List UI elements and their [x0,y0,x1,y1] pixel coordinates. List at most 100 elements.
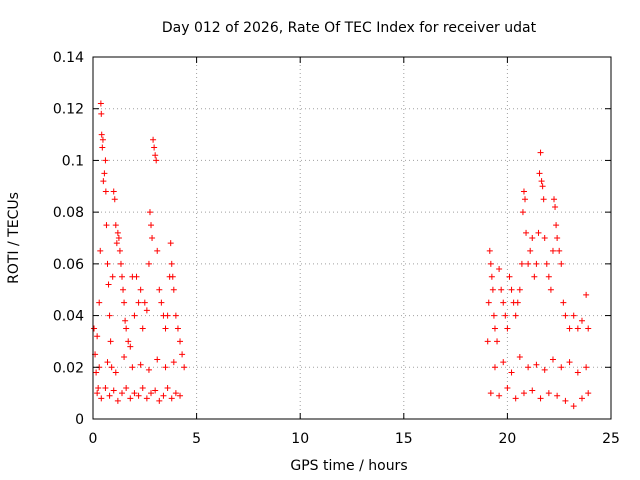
x-tick-label: 5 [192,431,201,447]
y-tick-label: 0.1 [62,153,84,169]
data-point [95,384,102,391]
data-point [539,183,546,190]
data-point [558,260,565,267]
data-point [104,260,111,267]
data-point [562,397,569,404]
data-point [99,136,106,143]
data-point [500,299,507,306]
data-point [540,196,547,203]
data-point [523,229,530,236]
data-point [113,240,120,247]
data-point [525,260,532,267]
data-point [131,312,138,319]
data-point [109,273,116,280]
data-point [137,286,144,293]
data-point [181,364,188,371]
data-point [100,178,107,185]
data-point [106,392,113,399]
data-point [135,392,142,399]
data-point [519,209,526,216]
data-point [119,273,126,280]
y-tick-label: 0.08 [53,205,84,221]
data-point [149,235,156,241]
data-point [107,338,114,345]
data-point [583,364,590,371]
data-point [508,369,515,376]
data-point [129,364,136,371]
data-point [145,260,152,267]
data-point [120,286,127,293]
axis-ticks: 0 5 10 15 20 25 0 0.02 0.04 0.06 0.08 0.1 0.12 0.14 [53,50,620,447]
data-point [574,369,581,376]
data-point [570,312,577,319]
data-point [94,333,101,340]
data-point [533,260,540,267]
data-point [554,392,561,399]
data-point [570,403,577,410]
data-point [152,152,159,159]
x-tick-label: 15 [395,431,413,447]
data-point [123,384,130,391]
data-point [536,170,543,177]
data-point [93,369,100,376]
data-point [103,222,110,229]
data-point [566,325,573,332]
data-point [114,397,121,404]
data-point [578,395,585,402]
data-point [520,188,527,195]
chart-title: Day 012 of 2026, Rate Of TEC Index for r… [162,20,537,36]
data-point [146,209,153,216]
data-point [574,325,581,332]
data-point [156,397,163,404]
data-point [102,384,109,391]
data-point [512,312,519,319]
data-point [98,131,105,138]
data-point [551,196,558,203]
data-point [506,273,513,280]
data-point [529,387,536,394]
data-point [102,188,109,195]
data-point [549,356,556,363]
data-point [111,196,118,203]
data-point [578,317,585,324]
y-tick-label: 0.14 [53,50,84,66]
data-point [485,299,492,306]
data-point [487,260,494,267]
data-point [545,390,552,397]
data-point [170,359,177,366]
data-point [167,240,174,247]
data-point [496,392,503,399]
y-tick-label: 0.06 [53,257,84,273]
data-point [552,203,559,210]
data-point [583,291,590,298]
y-axis-label: ROTI / TECUs [6,192,22,284]
grid [93,57,611,419]
data-point [154,356,161,363]
data-point [562,312,569,319]
data-point [143,307,150,314]
data-point [508,286,515,293]
data-point [141,299,148,306]
data-point [520,390,527,397]
data-point [487,390,494,397]
data-point [491,325,498,332]
data-point [168,395,175,402]
x-axis-label: GPS time / hours [290,458,407,474]
data-point [153,157,160,164]
data-point [522,196,529,203]
data-point [543,260,550,267]
data-point [496,266,503,273]
data-point [98,110,105,117]
data-point [558,364,565,371]
data-point [486,247,493,254]
x-tick-label: 0 [89,431,98,447]
data-point [553,222,560,229]
data-point [491,364,498,371]
data-point [174,325,181,332]
data-point [518,260,525,267]
data-point [516,353,523,360]
data-point [139,325,146,332]
data-point [122,317,129,324]
x-tick-label: 25 [602,431,620,447]
data-point [94,390,101,397]
